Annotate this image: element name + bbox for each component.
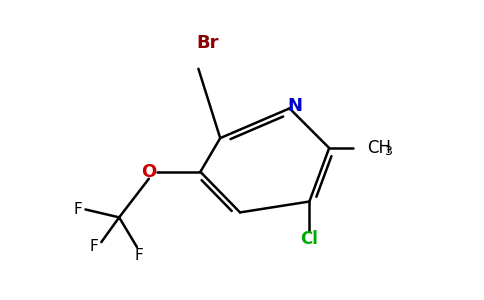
Text: F: F	[135, 248, 143, 262]
Text: Cl: Cl	[301, 230, 318, 248]
Text: CH: CH	[367, 139, 391, 157]
Text: O: O	[141, 163, 156, 181]
Text: Br: Br	[196, 34, 219, 52]
Text: 3: 3	[384, 146, 392, 158]
Text: F: F	[73, 202, 82, 217]
Text: F: F	[89, 238, 98, 253]
Text: N: N	[287, 98, 302, 116]
